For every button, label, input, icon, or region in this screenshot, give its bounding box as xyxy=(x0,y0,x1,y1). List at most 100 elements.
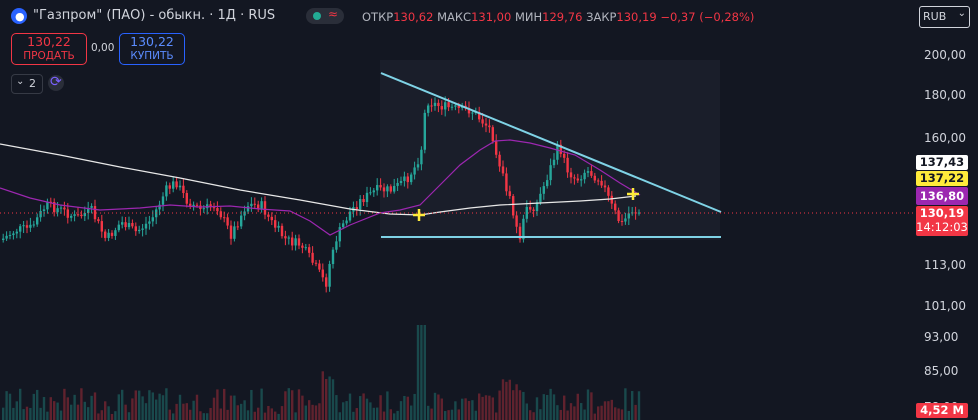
candle-body xyxy=(518,226,522,240)
volume-bar xyxy=(124,404,127,420)
volume-bar xyxy=(355,408,358,420)
volume-bar xyxy=(263,412,267,420)
axis-tick: 200,00 xyxy=(924,48,966,62)
volume-bar xyxy=(110,413,114,420)
candle-body xyxy=(134,226,137,232)
volume-bar xyxy=(168,409,171,420)
candle-body xyxy=(56,208,59,213)
indicators-collapse-button[interactable]: ⌄ 2 xyxy=(11,74,43,94)
candle-body xyxy=(240,215,243,227)
candle-body xyxy=(80,214,83,217)
chevron-down-icon: ⌄ xyxy=(16,76,25,87)
market-status-toggle[interactable]: ≈ xyxy=(306,7,344,24)
candle-body xyxy=(151,217,154,222)
volume-bar xyxy=(223,388,226,420)
candle-body xyxy=(495,141,498,155)
volume-bar xyxy=(36,389,39,420)
candle-body xyxy=(610,195,613,204)
volume-bar xyxy=(233,395,236,420)
candle-body xyxy=(277,225,280,228)
candle-body xyxy=(311,252,314,263)
axis-tick: 160,00 xyxy=(924,131,966,145)
refresh-icon[interactable]: ⟳ xyxy=(48,74,64,91)
candle-body xyxy=(19,226,22,232)
volume-bar xyxy=(614,407,617,420)
candle-body xyxy=(148,221,151,224)
volume-bar xyxy=(104,401,107,420)
volume-bar xyxy=(546,394,549,420)
volume-bar xyxy=(107,406,110,420)
descending-trendline xyxy=(380,72,722,213)
volume-bar xyxy=(369,402,372,420)
volume-bar xyxy=(151,392,154,420)
volume-bar xyxy=(508,379,511,420)
volume-bar xyxy=(63,388,66,420)
volume-bar xyxy=(420,325,423,420)
volume-bar xyxy=(352,411,355,420)
volume-bar xyxy=(474,410,477,420)
volume-bar xyxy=(491,397,494,420)
candle-body xyxy=(515,215,518,227)
volume-bar xyxy=(335,395,338,420)
volume-bar xyxy=(39,407,42,420)
candle-body xyxy=(600,180,603,186)
volume-bar xyxy=(634,404,637,420)
volume-bar xyxy=(318,403,321,420)
volume-bar xyxy=(121,389,124,420)
volume-bar xyxy=(267,405,270,420)
volume-bar xyxy=(8,393,12,420)
buy-button[interactable]: 130,22 КУПИТЬ xyxy=(119,33,185,65)
volume-bar xyxy=(450,409,454,420)
candle-body xyxy=(433,102,437,106)
candle-body xyxy=(253,203,256,205)
volume-bar xyxy=(2,407,5,420)
candle-body xyxy=(447,102,450,108)
volume-bar xyxy=(192,400,195,420)
candle-body xyxy=(440,106,443,110)
volume-bar xyxy=(552,394,556,420)
buy-label: КУПИТЬ xyxy=(130,50,174,62)
currency-selector[interactable]: RUB ⌄ xyxy=(919,6,970,28)
candle-body xyxy=(301,245,304,248)
volume-bar xyxy=(515,384,518,420)
volume-bar xyxy=(484,395,488,420)
candle-body xyxy=(209,204,212,208)
volume-bar xyxy=(403,395,406,420)
volume-bar xyxy=(56,402,59,420)
candle-body xyxy=(257,204,260,209)
volume-bar xyxy=(603,401,607,420)
symbol-logo[interactable]: ● xyxy=(11,8,27,24)
volume-bar xyxy=(127,412,131,420)
volume-bar xyxy=(308,400,311,420)
volume-bar xyxy=(569,403,573,420)
volume-bar xyxy=(161,395,165,420)
candle-body xyxy=(287,237,290,239)
volume-bar xyxy=(260,388,263,420)
candle-body xyxy=(620,220,624,222)
candle-body xyxy=(83,212,86,217)
candle-body xyxy=(22,225,25,227)
volume-bar xyxy=(525,403,528,420)
sell-button[interactable]: 130,22 ПРОДАТЬ xyxy=(11,33,87,65)
volume-bar xyxy=(348,393,352,420)
volume-bar xyxy=(406,396,409,420)
candle-body xyxy=(76,214,80,216)
volume-bar xyxy=(155,399,158,420)
volume-bar xyxy=(246,410,250,420)
candle-body xyxy=(471,112,474,114)
volume-bar xyxy=(457,409,460,420)
volume-bar xyxy=(583,409,586,420)
candle-body xyxy=(331,249,335,265)
candle-body xyxy=(389,186,392,192)
candle-body xyxy=(110,232,114,236)
volume-bar xyxy=(427,405,430,420)
candlesticks xyxy=(2,96,641,293)
volume-bar xyxy=(376,407,379,420)
volume-bar xyxy=(219,408,222,420)
symbol-title[interactable]: "Газпром" (ПАО) - обыкн. · 1Д · RUS xyxy=(33,8,276,23)
candle-body xyxy=(161,196,165,205)
candle-body xyxy=(117,224,120,231)
spread-value: 0,00 xyxy=(91,42,115,54)
candle-body xyxy=(100,221,103,232)
